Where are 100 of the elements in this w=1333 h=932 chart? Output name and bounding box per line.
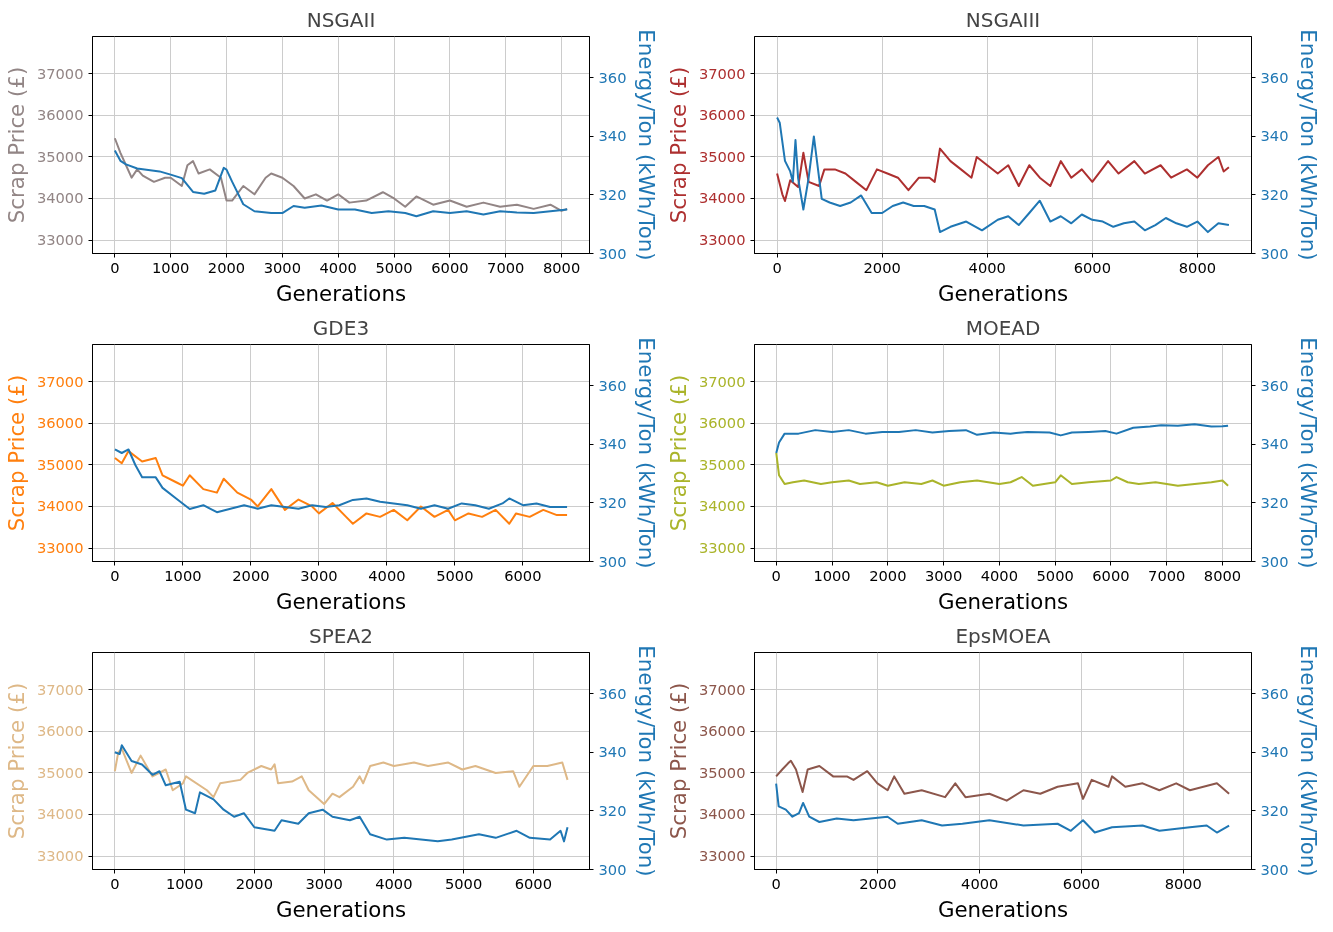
y-tick-label: 37000 xyxy=(698,680,746,698)
y2-tick-label: 320 xyxy=(598,801,627,819)
x-tick-label: 7000 xyxy=(487,258,525,276)
y-tick-label: 36000 xyxy=(36,106,84,124)
y-tick-label: 35000 xyxy=(36,455,84,473)
y-axis-title: Scrap Price (£) xyxy=(3,682,29,840)
y-tick-label: 34000 xyxy=(36,497,84,515)
x-tick-label: 2000 xyxy=(869,566,907,584)
x-axis-title: Generations xyxy=(275,896,407,922)
y-tick-label: 33000 xyxy=(36,231,84,248)
x-tick-label: 7000 xyxy=(1148,566,1186,584)
y2-tick-label: 320 xyxy=(1260,493,1289,511)
y2-axis-title: Energy/Ton (kWh/Ton) xyxy=(1296,29,1322,261)
y2-tick-label: 360 xyxy=(598,684,627,702)
x-tick-label: 2000 xyxy=(207,258,246,276)
x-tick-label: 1000 xyxy=(164,566,202,584)
x-axis-title: Generations xyxy=(937,896,1069,922)
y2-tick-label: 320 xyxy=(598,493,627,511)
y2-tick-label: 340 xyxy=(598,435,627,453)
y-tick-label: 33000 xyxy=(698,231,746,248)
chart-title: MOEAD xyxy=(965,315,1041,340)
x-tick-label: 2000 xyxy=(863,258,901,276)
y-tick-label: 37000 xyxy=(698,64,746,82)
y-tick-label: 37000 xyxy=(36,64,84,82)
y2-axis-title: Energy/Ton (kWh/Ton) xyxy=(1296,337,1322,569)
y2-tick-label: 360 xyxy=(598,68,627,86)
y2-tick-label: 360 xyxy=(598,376,627,394)
y2-tick-label: 320 xyxy=(1260,185,1289,203)
x-tick-label: 8000 xyxy=(542,258,581,276)
x-tick-label: 6000 xyxy=(431,258,469,276)
chart-title: SPEA2 xyxy=(309,623,373,648)
x-tick-label: 2000 xyxy=(859,874,897,892)
x-tick-label: 0 xyxy=(110,566,120,584)
x-axis-title: Generations xyxy=(275,588,407,614)
y-tick-label: 35000 xyxy=(36,147,84,165)
y2-tick-label: 340 xyxy=(598,127,627,145)
x-tick-label: 5000 xyxy=(436,566,474,584)
y-axis-title: Scrap Price (£) xyxy=(665,66,691,224)
y2-axis-title: Energy/Ton (kWh/Ton) xyxy=(1296,645,1322,877)
y-tick-label: 35000 xyxy=(698,763,746,781)
y2-tick-label: 300 xyxy=(598,552,627,570)
x-tick-label: 5000 xyxy=(444,874,483,892)
y-tick-label: 34000 xyxy=(36,189,84,207)
y-tick-label: 36000 xyxy=(36,414,84,432)
y2-tick-label: 360 xyxy=(1260,68,1289,86)
y2-tick-label: 360 xyxy=(1260,684,1289,702)
x-tick-label: 2000 xyxy=(232,566,270,584)
y-tick-label: 33000 xyxy=(36,847,84,864)
y-tick-label: 35000 xyxy=(36,763,84,781)
x-tick-label: 2000 xyxy=(235,874,273,892)
x-tick-label: 3000 xyxy=(300,566,338,584)
x-tick-label: 0 xyxy=(771,566,781,584)
x-tick-label: 4000 xyxy=(375,874,413,892)
y-tick-label: 33000 xyxy=(698,847,746,864)
y2-tick-label: 340 xyxy=(1260,743,1289,761)
x-axis-title: Generations xyxy=(937,588,1069,614)
y2-tick-label: 300 xyxy=(1260,244,1289,262)
y-axis-title: Scrap Price (£) xyxy=(3,374,29,532)
y-axis-title: Scrap Price (£) xyxy=(665,374,691,532)
y-tick-label: 33000 xyxy=(36,539,84,556)
x-tick-label: 5000 xyxy=(1036,566,1074,584)
y2-tick-label: 300 xyxy=(598,860,627,878)
y-tick-label: 36000 xyxy=(698,414,746,432)
x-tick-label: 1000 xyxy=(152,258,190,276)
y2-tick-label: 320 xyxy=(1260,801,1289,819)
x-tick-label: 4000 xyxy=(968,258,1006,276)
y-tick-label: 34000 xyxy=(698,805,746,823)
x-tick-label: 0 xyxy=(772,258,782,276)
x-tick-label: 0 xyxy=(110,874,120,892)
y2-axis-title: Energy/Ton (kWh/Ton) xyxy=(634,29,660,261)
y2-tick-label: 320 xyxy=(598,185,627,203)
y2-axis-title: Energy/Ton (kWh/Ton) xyxy=(634,645,660,877)
x-tick-label: 6000 xyxy=(504,566,542,584)
x-tick-label: 8000 xyxy=(1178,258,1217,276)
x-tick-label: 4000 xyxy=(368,566,406,584)
x-tick-label: 3000 xyxy=(924,566,963,584)
y-axis-title: Scrap Price (£) xyxy=(3,66,29,224)
y-tick-label: 35000 xyxy=(698,455,746,473)
y2-tick-label: 360 xyxy=(1260,376,1289,394)
x-tick-label: 6000 xyxy=(1092,566,1130,584)
x-tick-label: 4000 xyxy=(319,258,357,276)
y2-axis-title: Energy/Ton (kWh/Ton) xyxy=(634,337,660,569)
y-axis-title: Scrap Price (£) xyxy=(665,682,691,840)
x-axis-title: Generations xyxy=(275,280,407,306)
x-tick-label: 3000 xyxy=(305,874,343,892)
y-tick-label: 35000 xyxy=(698,147,746,165)
chart-title: NSGAII xyxy=(306,7,376,32)
y-tick-label: 33000 xyxy=(698,539,746,556)
x-tick-label: 4000 xyxy=(980,566,1019,584)
x-tick-label: 1000 xyxy=(813,566,851,584)
x-tick-label: 0 xyxy=(110,258,120,276)
y-tick-label: 34000 xyxy=(36,805,84,823)
y-tick-label: 37000 xyxy=(698,372,746,390)
y-tick-label: 36000 xyxy=(698,106,746,124)
y-tick-label: 36000 xyxy=(36,722,84,740)
x-tick-label: 3000 xyxy=(263,258,302,276)
y2-tick-label: 340 xyxy=(1260,127,1289,145)
x-tick-label: 0 xyxy=(771,874,781,892)
x-tick-label: 6000 xyxy=(1062,874,1101,892)
y2-tick-label: 300 xyxy=(598,244,627,262)
